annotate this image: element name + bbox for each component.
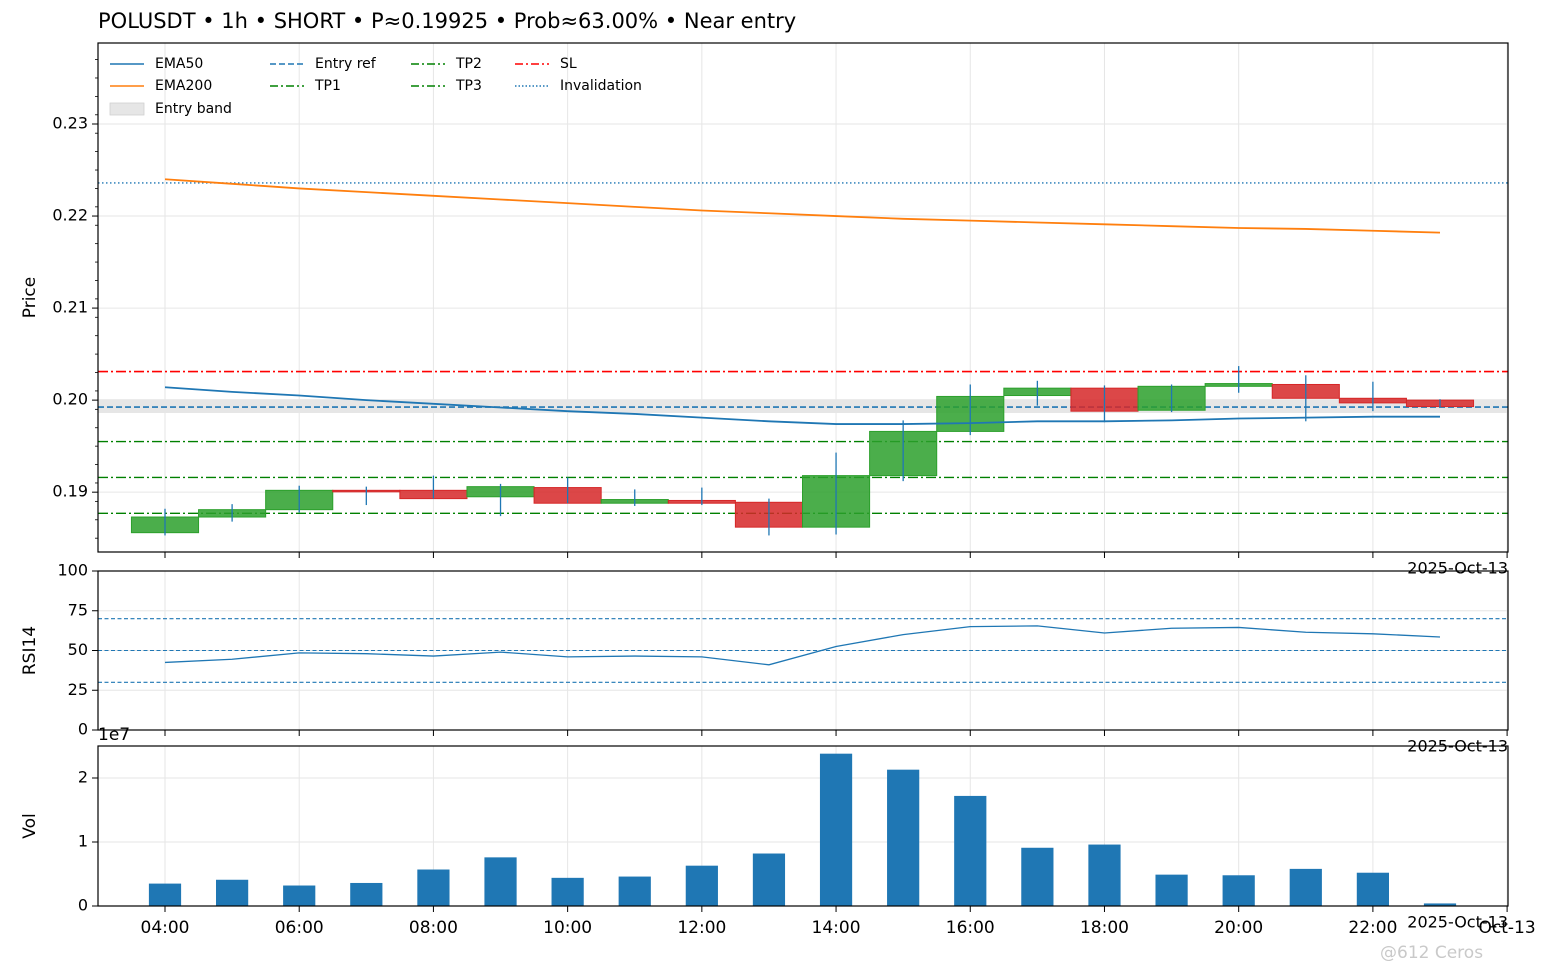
- xtick-label: 08:00: [409, 918, 458, 938]
- rsi-ytick-label: 0: [78, 720, 88, 739]
- volume-bar: [1155, 874, 1188, 906]
- xtick-label: 18:00: [1080, 918, 1129, 938]
- volume-axis-label: Vol: [20, 813, 40, 838]
- volume-bar: [954, 795, 987, 906]
- ema200-line: [164, 178, 1441, 234]
- xtick-label: 14:00: [812, 918, 861, 938]
- rsi-ytick-label: 25: [68, 680, 88, 699]
- volume-bar: [819, 753, 853, 906]
- volume-bar: [887, 769, 920, 906]
- legend-label: TP1: [314, 78, 341, 94]
- volume-ytick-label: 1: [78, 832, 88, 851]
- volume-bar: [1222, 875, 1255, 906]
- xtick-label: 16:00: [946, 918, 995, 938]
- legend-label: SL: [560, 56, 577, 72]
- rsi-ytick-label: 100: [57, 561, 88, 580]
- volume-bar: [1423, 903, 1457, 906]
- legend-label: EMA50: [155, 56, 203, 72]
- rsi-line: [164, 625, 1441, 666]
- price-ytick-label: 0.20: [52, 390, 88, 409]
- legend-label: Entry ref: [315, 56, 377, 72]
- legend-label: Entry band: [155, 101, 232, 117]
- volume-bar: [216, 879, 249, 906]
- volume-bar: [350, 882, 383, 906]
- xtick-label: 06:00: [275, 918, 324, 938]
- xtick-label: Oct-13: [1479, 918, 1536, 938]
- volume-date-label: 2025-Oct-13: [1407, 913, 1508, 932]
- ema50-line: [164, 386, 1440, 425]
- volume-bar: [618, 876, 651, 906]
- price-axis-label: Price: [20, 277, 40, 318]
- volume-bar: [551, 877, 584, 906]
- entry-band: [98, 399, 1508, 414]
- price-frame: [97, 42, 1509, 553]
- legend-swatch: [109, 102, 145, 116]
- price-ytick-label: 0.19: [52, 482, 88, 501]
- volume-ytick-label: 0: [78, 896, 88, 915]
- xtick-label: 04:00: [141, 918, 190, 938]
- rsi-ytick-label: 50: [68, 640, 88, 659]
- legend-label: Invalidation: [560, 78, 642, 94]
- volume-bar: [752, 853, 786, 906]
- price-date-label: 2025-Oct-13: [1407, 559, 1508, 578]
- volume-bar: [283, 885, 316, 906]
- legend-label: TP2: [455, 56, 482, 72]
- volume-bar: [148, 883, 182, 906]
- volume-bar: [685, 865, 718, 906]
- xtick-label: 10:00: [543, 918, 592, 938]
- watermark: @612 Ceros: [1380, 943, 1484, 963]
- price-ytick-label: 0.21: [52, 298, 88, 317]
- volume-frame: [97, 745, 1509, 907]
- volume-bar: [1021, 847, 1054, 906]
- volume-ytick-label: 2: [78, 768, 88, 787]
- volume-bar: [484, 857, 517, 906]
- volume-bar: [1356, 872, 1389, 906]
- rsi-ytick-label: 75: [68, 600, 88, 619]
- chart-title: POLUSDT • 1h • SHORT • P≈0.19925 • Prob≈…: [98, 9, 797, 33]
- price-ytick-label: 0.22: [52, 206, 88, 225]
- legend-label: EMA200: [155, 78, 212, 94]
- xtick-label: 22:00: [1348, 918, 1397, 938]
- legend-label: TP3: [455, 78, 482, 94]
- volume-bar: [1289, 868, 1322, 906]
- xtick-label: 12:00: [677, 918, 726, 938]
- volume-bar: [1088, 844, 1121, 906]
- price-ytick-label: 0.23: [52, 113, 88, 132]
- xtick-label: 20:00: [1214, 918, 1263, 938]
- volume-bar: [417, 869, 450, 906]
- rsi-axis-label: RSI14: [20, 626, 40, 675]
- volume-scale-label: 1e7: [98, 725, 130, 745]
